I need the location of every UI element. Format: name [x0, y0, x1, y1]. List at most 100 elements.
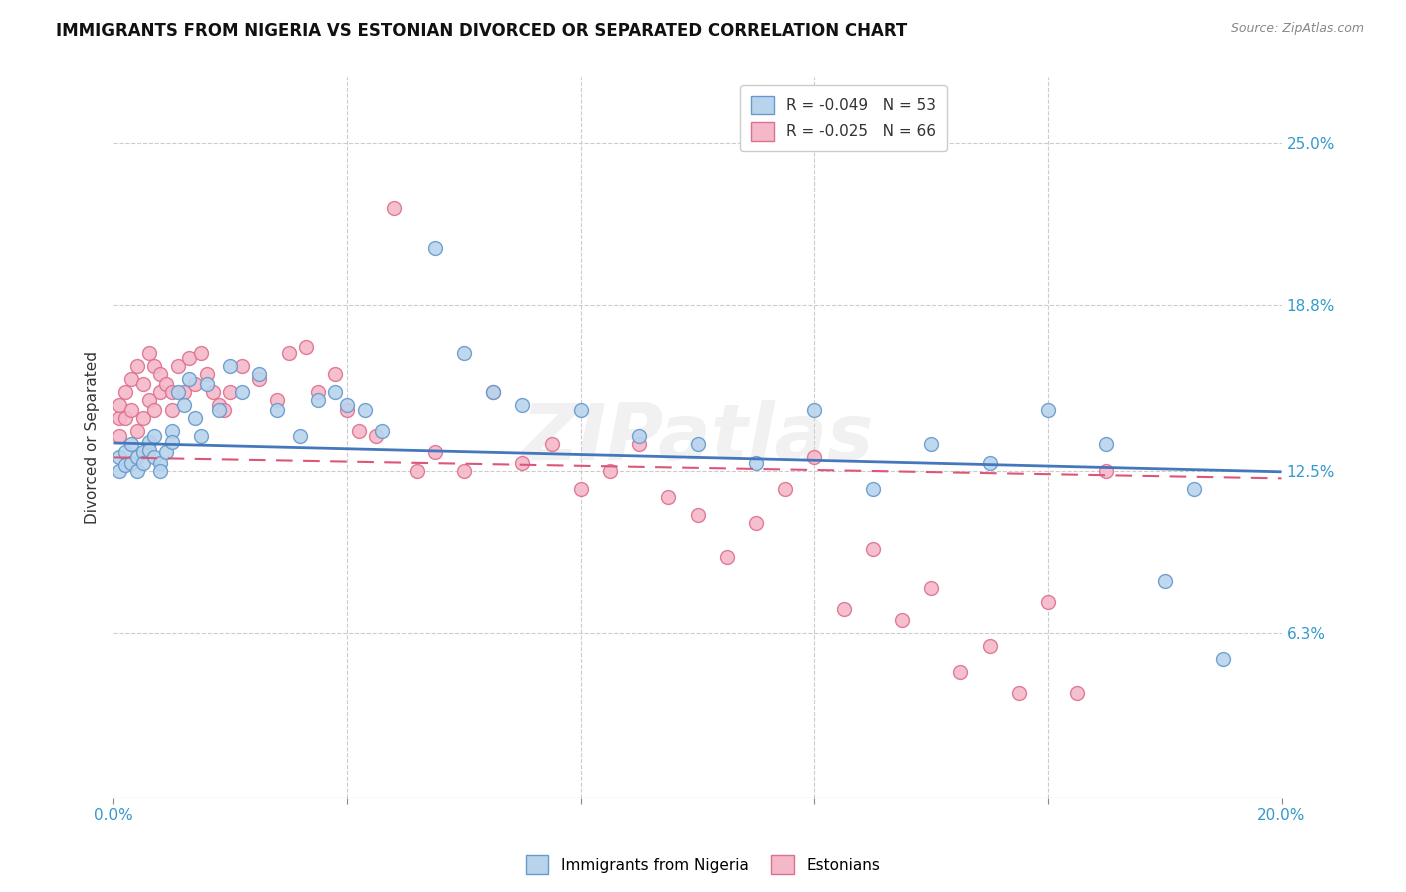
Point [745, 516, 768, 530]
Point [108, 411, 131, 425]
Point [138, 345, 160, 359]
Point [179, 372, 201, 386]
Point [214, 403, 236, 417]
Point [160, 403, 183, 417]
Point [803, 403, 825, 417]
Point [108, 450, 131, 465]
Legend: Immigrants from Nigeria, Estonians: Immigrants from Nigeria, Estonians [519, 849, 887, 880]
Point [482, 384, 505, 399]
Point [569, 403, 592, 417]
Point [406, 463, 429, 477]
Point [745, 456, 768, 470]
Point [266, 392, 288, 407]
Point [686, 437, 709, 451]
Point [307, 384, 329, 399]
Point [453, 463, 475, 477]
Point [510, 398, 533, 412]
Point [108, 398, 131, 412]
Point [207, 398, 229, 412]
Point [1066, 686, 1088, 700]
Point [1182, 482, 1205, 496]
Point [366, 429, 388, 443]
Point [862, 542, 884, 557]
Point [108, 463, 131, 477]
Point [979, 639, 1001, 653]
Point [190, 429, 212, 443]
Point [1212, 652, 1234, 666]
Point [353, 403, 375, 417]
Point [1008, 686, 1031, 700]
Point [143, 403, 166, 417]
Point [862, 482, 884, 496]
Point [160, 434, 183, 449]
Point [114, 411, 136, 425]
Point [120, 437, 142, 451]
Point [138, 434, 160, 449]
Text: ZIPatlas: ZIPatlas [522, 400, 873, 475]
Point [290, 429, 312, 443]
Point [190, 345, 212, 359]
Point [1095, 437, 1118, 451]
Point [149, 456, 172, 470]
Point [155, 377, 177, 392]
Point [138, 392, 160, 407]
Point [347, 424, 370, 438]
Point [832, 602, 855, 616]
Point [114, 445, 136, 459]
Point [131, 445, 153, 459]
Point [307, 392, 329, 407]
Point [1036, 403, 1059, 417]
Point [179, 351, 201, 365]
Point [295, 340, 318, 354]
Point [325, 384, 347, 399]
Point [423, 241, 446, 255]
Point [773, 482, 796, 496]
Point [231, 384, 253, 399]
Point [149, 367, 172, 381]
Point [143, 450, 166, 465]
Point [890, 613, 912, 627]
Point [120, 403, 142, 417]
Point [184, 377, 207, 392]
Point [149, 463, 172, 477]
Point [686, 508, 709, 522]
Point [201, 384, 224, 399]
Point [657, 490, 679, 504]
Point [569, 482, 592, 496]
Point [207, 403, 229, 417]
Point [628, 437, 651, 451]
Point [155, 445, 177, 459]
Point [108, 429, 131, 443]
Point [149, 384, 172, 399]
Text: IMMIGRANTS FROM NIGERIA VS ESTONIAN DIVORCED OR SEPARATED CORRELATION CHART: IMMIGRANTS FROM NIGERIA VS ESTONIAN DIVO… [56, 22, 907, 40]
Point [166, 359, 188, 373]
Point [382, 202, 405, 216]
Point [125, 359, 148, 373]
Point [336, 403, 359, 417]
Point [195, 377, 218, 392]
Point [173, 384, 195, 399]
Point [120, 372, 142, 386]
Point [1036, 594, 1059, 608]
Point [336, 398, 359, 412]
Point [184, 411, 207, 425]
Point [628, 429, 651, 443]
Point [114, 458, 136, 473]
Point [125, 463, 148, 477]
Point [920, 582, 942, 596]
Point [1153, 574, 1175, 588]
Point [716, 549, 738, 564]
Point [138, 442, 160, 457]
Point [599, 463, 621, 477]
Point [219, 359, 242, 373]
Point [131, 456, 153, 470]
Y-axis label: Divorced or Separated: Divorced or Separated [86, 351, 100, 524]
Point [1095, 463, 1118, 477]
Point [920, 437, 942, 451]
Point [266, 403, 288, 417]
Text: Source: ZipAtlas.com: Source: ZipAtlas.com [1230, 22, 1364, 36]
Point [219, 384, 242, 399]
Point [510, 456, 533, 470]
Point [125, 424, 148, 438]
Legend: R = -0.049   N = 53, R = -0.025   N = 66: R = -0.049 N = 53, R = -0.025 N = 66 [741, 85, 946, 152]
